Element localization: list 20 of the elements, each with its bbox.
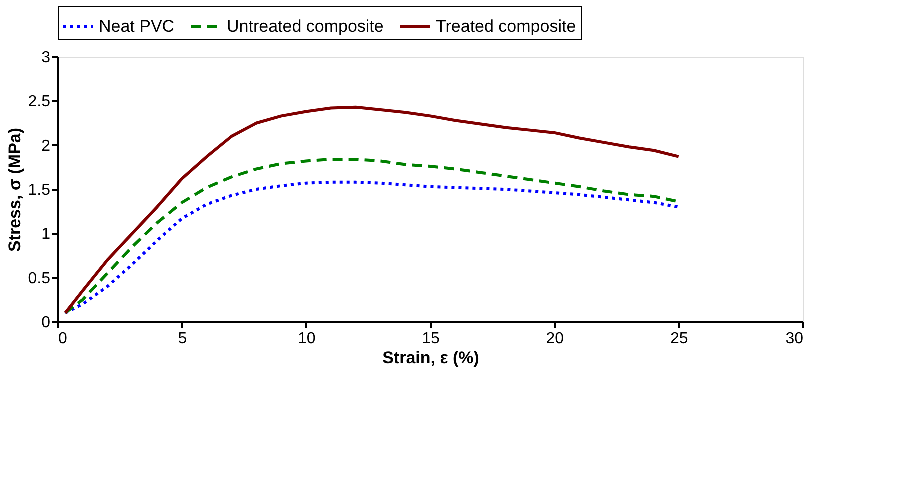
x-tick-label: 20: [546, 330, 564, 348]
x-axis-title: Strain, ε (%): [382, 348, 480, 368]
x-tick-label: 15: [422, 330, 440, 348]
y-tick-label: 0.5: [28, 270, 51, 288]
x-tick-label: 0: [58, 330, 68, 348]
y-tick-label: 1: [42, 226, 51, 244]
y-tick-label: 1.5: [28, 182, 51, 199]
y-tick-label: 2: [42, 138, 51, 155]
x-tick-label: 25: [670, 330, 688, 348]
legend-label: Treated composite: [436, 16, 576, 36]
legend-label: Untreated composite: [227, 16, 384, 36]
legend-label: Neat PVC: [99, 16, 175, 36]
y-tick-label: 3: [42, 50, 51, 66]
y-axis-title: Stress, σ (MPa): [5, 128, 24, 252]
x-tick-label: 30: [786, 330, 804, 348]
y-tick-label: 2.5: [28, 94, 51, 111]
x-tick-label: 5: [178, 330, 188, 348]
line-series: [64, 106, 680, 315]
y-tick-label: 0: [42, 314, 51, 332]
x-tick-label: 10: [298, 330, 316, 348]
